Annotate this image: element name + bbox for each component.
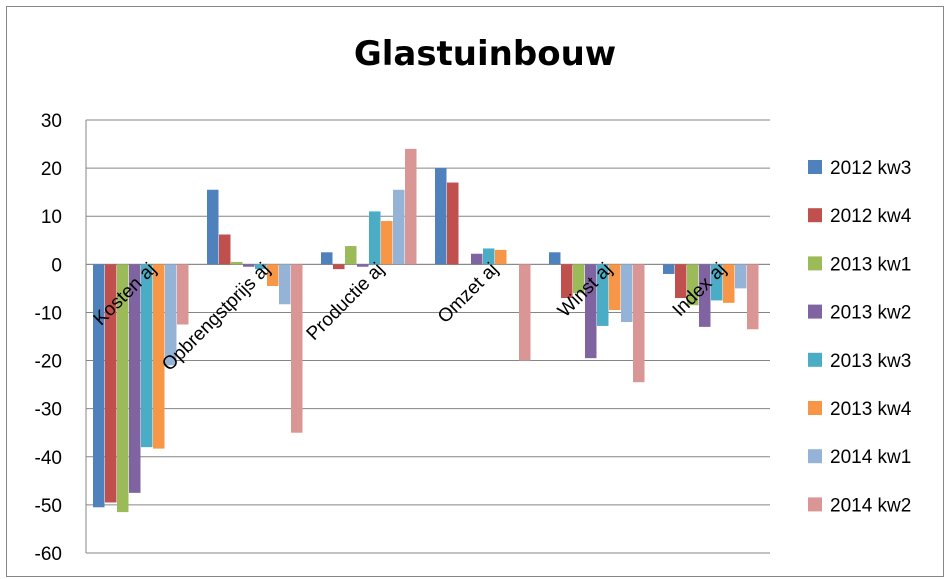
chart-title: Glastuinbouw: [353, 34, 617, 74]
bar: [663, 264, 675, 274]
bar: [435, 168, 447, 265]
y-tick-label: -40: [35, 448, 62, 469]
bar: [369, 211, 381, 265]
bar: [153, 264, 165, 449]
legend-label: 2013 kw1: [830, 254, 911, 275]
legend-label: 2012 kw4: [830, 206, 912, 227]
bar: [723, 264, 735, 303]
y-tick-label: -50: [35, 496, 62, 517]
bar: [561, 264, 573, 299]
bar: [291, 264, 303, 433]
grid-layer: [85, 119, 770, 554]
bar: [321, 252, 333, 265]
bar: [675, 264, 687, 299]
bar: [207, 189, 219, 265]
legend-label: 2014 kw1: [830, 447, 911, 468]
y-tick-labels: 30 20 10 0 -10 -20 -30 -40 -50 -60: [35, 111, 62, 565]
bar: [141, 264, 153, 448]
legend-swatch: [808, 449, 822, 464]
bar: [519, 264, 531, 361]
category-label: Omzet aj: [434, 259, 503, 328]
bar: [699, 264, 711, 327]
bar: [609, 264, 621, 311]
bar: [393, 189, 405, 265]
legend-swatch: [808, 304, 822, 319]
bar: [447, 182, 459, 265]
bar: [483, 248, 495, 265]
bar: [333, 264, 345, 270]
bar: [495, 249, 507, 265]
bar: [735, 264, 747, 289]
legend-swatch: [808, 352, 822, 367]
bar: [345, 246, 357, 265]
bar: [633, 264, 645, 383]
bar: [357, 264, 369, 267]
legend-label: 2013 kw4: [830, 399, 912, 420]
bar: [105, 264, 117, 503]
bar: [129, 264, 141, 493]
category-label: Productie aj: [303, 259, 389, 345]
y-tick-label: -20: [35, 352, 62, 373]
bar: [549, 252, 561, 265]
bar: [219, 234, 231, 265]
bar: [381, 221, 393, 265]
bar: [573, 264, 585, 294]
legend-swatch: [808, 208, 822, 223]
bar: [231, 261, 243, 265]
y-tick-label: -30: [35, 400, 62, 421]
bar: [255, 264, 267, 270]
y-tick-label: 0: [51, 255, 62, 276]
bar: [711, 264, 723, 301]
bar: [117, 264, 129, 513]
legend-label: 2014 kw2: [830, 495, 911, 516]
bar: [177, 264, 189, 325]
y-tick-label: -10: [35, 303, 62, 324]
legend-swatch: [808, 497, 822, 512]
legend-label: 2012 kw3: [830, 158, 911, 179]
y-tick-label: 10: [41, 207, 62, 228]
bar: [405, 148, 417, 265]
legend-swatch: [808, 256, 822, 271]
bar: [585, 264, 597, 359]
bar: [621, 264, 633, 323]
legend-swatch: [808, 160, 822, 174]
legend: 2012 kw3 2012 kw4 2013 kw1 2013 kw2 2013 kw3…: [808, 158, 912, 516]
bar: [267, 264, 279, 286]
y-tick-label: -60: [35, 544, 62, 565]
legend-label: 2013 kw2: [830, 303, 911, 324]
bar: [747, 264, 759, 330]
bar: [471, 253, 483, 265]
bar: [279, 264, 291, 305]
y-tick-label: 30: [41, 111, 62, 132]
y-tick-label: 20: [41, 159, 62, 180]
bars-layer: [93, 148, 759, 513]
legend-label: 2013 kw3: [830, 351, 911, 372]
bar: [597, 264, 609, 326]
bar: [93, 264, 105, 508]
legend-swatch: [808, 401, 822, 415]
bar: [687, 264, 699, 306]
bar: [243, 264, 255, 267]
bar: [165, 264, 177, 366]
